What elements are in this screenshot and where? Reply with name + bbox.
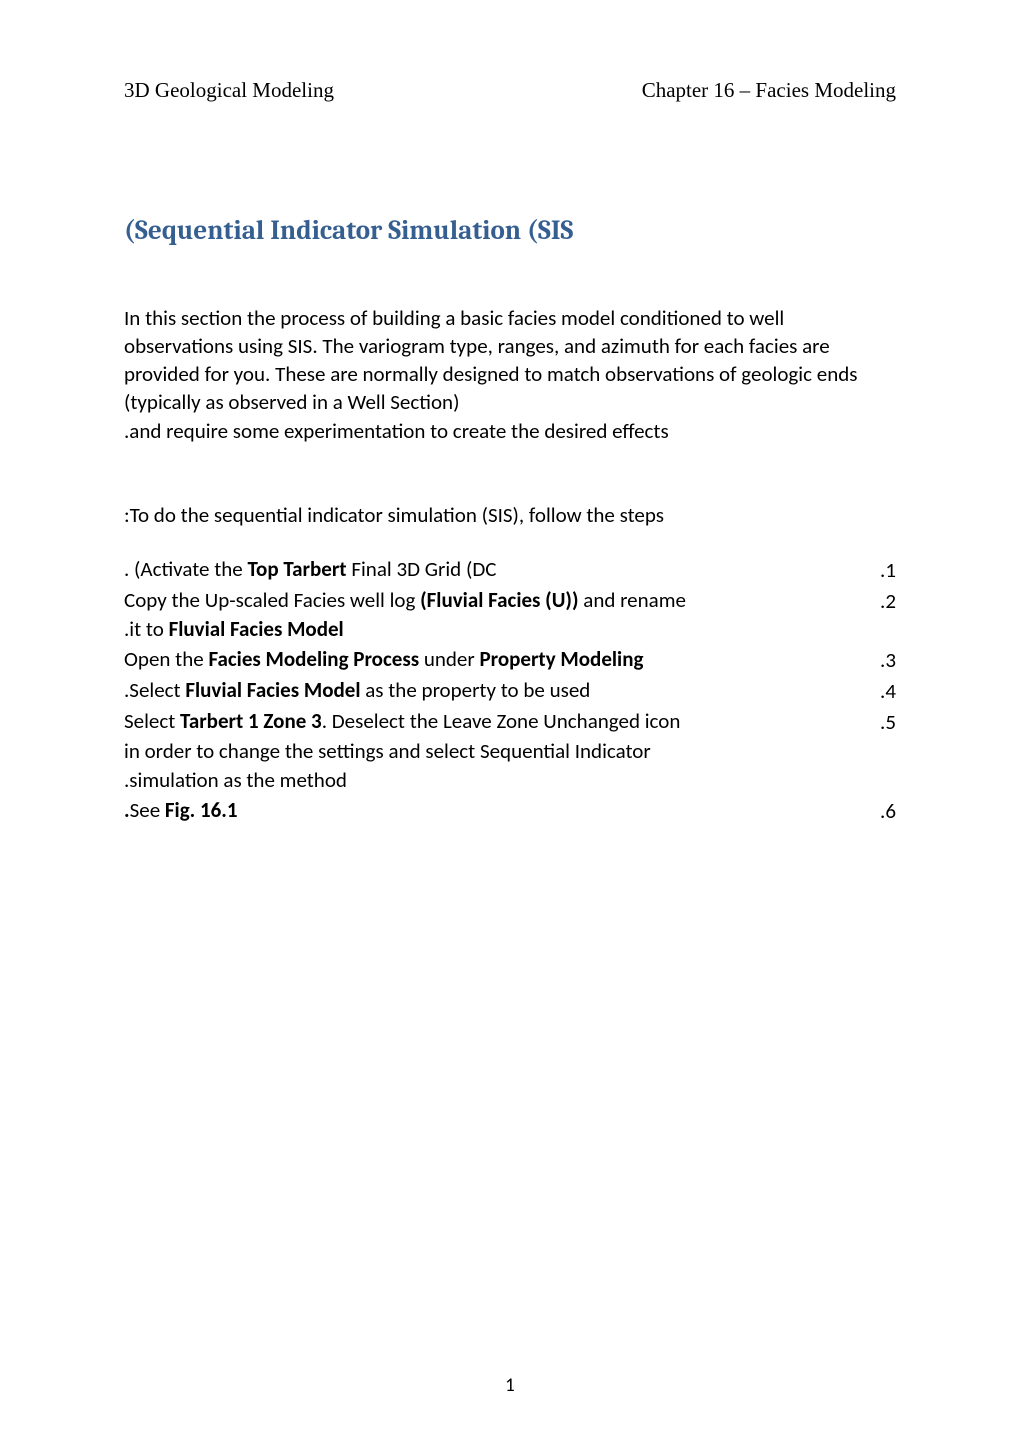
step-6-pre: See bbox=[130, 797, 165, 823]
step-4-bold: Fluvial Facies Model bbox=[185, 677, 360, 703]
step-3-number: .3 bbox=[880, 645, 896, 676]
step-2-pre: Copy the Up-scaled Facies well log bbox=[124, 587, 420, 613]
intro-text: In this section the process of building … bbox=[124, 305, 857, 415]
intro-paragraph: In this section the process of building … bbox=[124, 304, 896, 445]
lead-line: :To do the sequential indicator simulati… bbox=[124, 501, 896, 529]
step-2: Copy the Up-scaled Facies well log (Fluv… bbox=[124, 586, 896, 646]
step-3-mid: under bbox=[419, 646, 479, 672]
step-4: .Select Fluvial Facies Model as the prop… bbox=[124, 676, 896, 707]
step-2-bold1: (Fluvial Facies (U)) bbox=[420, 587, 578, 613]
steps-list: . (Activate the Top Tarbert Final 3D Gri… bbox=[124, 555, 896, 827]
running-header: 3D Geological Modeling Chapter 16 – Faci… bbox=[124, 78, 896, 103]
step-2-l2-pre: .it to bbox=[124, 616, 169, 642]
title-prefix-paren: ( bbox=[124, 215, 135, 246]
header-right: Chapter 16 – Facies Modeling bbox=[642, 78, 896, 103]
step-5-line3: .simulation as the method bbox=[124, 767, 347, 793]
step-6: .See Fig. 16.1 .6 bbox=[124, 796, 896, 827]
step-4-pre: .Select bbox=[124, 677, 185, 703]
step-4-post: as the property to be used bbox=[361, 677, 591, 703]
step-5-number: .5 bbox=[880, 707, 896, 738]
step-5-pre: Select bbox=[124, 708, 180, 734]
step-1-pre: . (Activate the bbox=[124, 556, 247, 582]
step-6-number: .6 bbox=[880, 796, 896, 827]
step-2-post: and rename bbox=[579, 587, 686, 613]
step-4-number: .4 bbox=[880, 676, 896, 707]
step-6-text: .See Fig. 16.1 bbox=[124, 796, 876, 826]
header-left: 3D Geological Modeling bbox=[124, 78, 334, 103]
step-3: Open the Facies Modeling Process under P… bbox=[124, 645, 896, 676]
step-5-text: Select Tarbert 1 Zone 3. Deselect the Le… bbox=[124, 707, 880, 796]
step-5-post: . Deselect the Leave Zone Unchanged icon bbox=[322, 708, 681, 734]
step-2-text: Copy the Up-scaled Facies well log (Fluv… bbox=[124, 586, 880, 646]
step-1-bold: Top Tarbert bbox=[247, 556, 346, 582]
step-3-bold1: Facies Modeling Process bbox=[208, 646, 419, 672]
step-3-text: Open the Facies Modeling Process under P… bbox=[124, 645, 880, 675]
step-2-bold2: Fluvial Facies Model bbox=[169, 616, 344, 642]
step-2-number: .2 bbox=[880, 586, 896, 617]
step-3-bold2: Property Modeling bbox=[479, 646, 643, 672]
page-number: 1 bbox=[0, 1374, 1020, 1397]
title-text: Sequential Indicator Simulation (SIS bbox=[135, 215, 573, 246]
intro-lastline: .and require some experimentation to cre… bbox=[124, 418, 669, 444]
section-title: (Sequential Indicator Simulation (SIS bbox=[124, 215, 896, 246]
step-5-bold: Tarbert 1 Zone 3 bbox=[180, 708, 322, 734]
step-1-text: . (Activate the Top Tarbert Final 3D Gri… bbox=[124, 555, 880, 585]
step-6-bold: Fig. 16.1 bbox=[165, 797, 238, 823]
step-5-line2: in order to change the settings and sele… bbox=[124, 738, 651, 764]
step-1: . (Activate the Top Tarbert Final 3D Gri… bbox=[124, 555, 896, 586]
step-3-pre: Open the bbox=[124, 646, 208, 672]
step-5: Select Tarbert 1 Zone 3. Deselect the Le… bbox=[124, 707, 896, 796]
step-4-text: .Select Fluvial Facies Model as the prop… bbox=[124, 676, 880, 706]
step-1-post: Final 3D Grid (DC bbox=[347, 556, 497, 582]
step-1-number: .1 bbox=[880, 555, 896, 586]
